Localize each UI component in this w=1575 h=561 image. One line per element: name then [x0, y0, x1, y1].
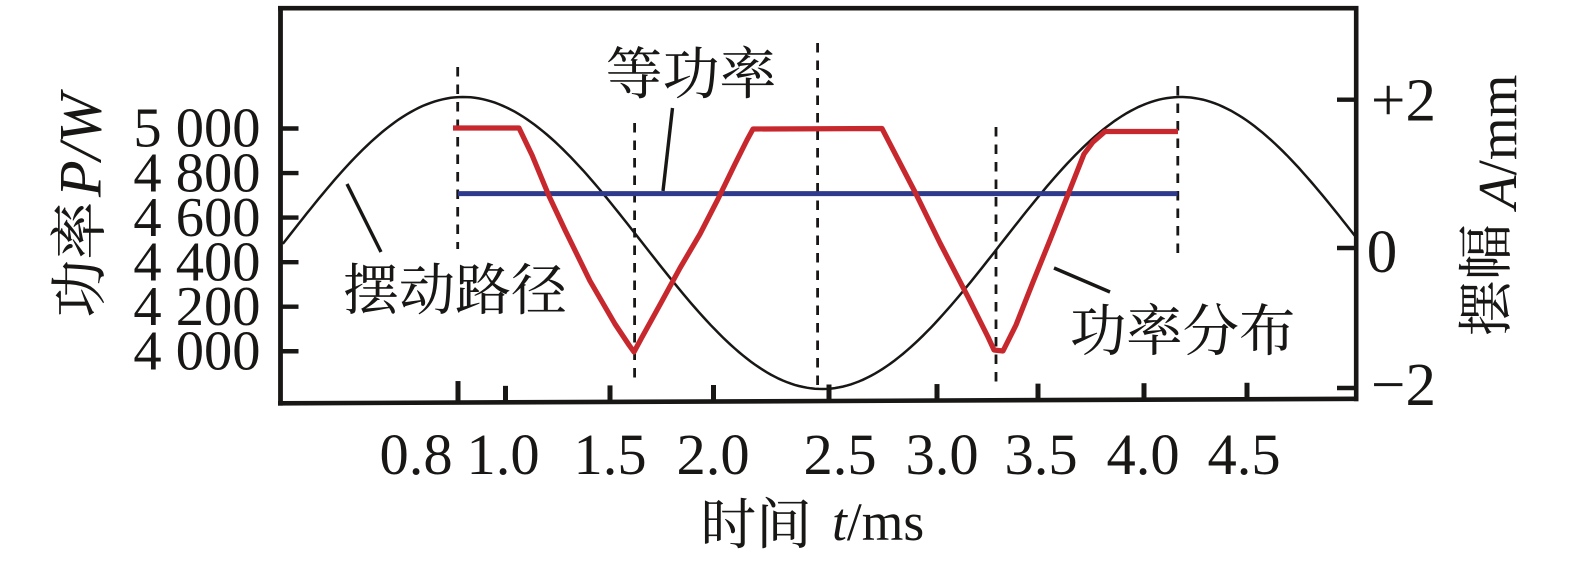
svg-text:4 600: 4 600	[133, 187, 260, 249]
svg-text:+2: +2	[1371, 68, 1436, 135]
svg-text:5 000: 5 000	[133, 98, 260, 160]
svg-text:A/mm: A/mm	[1467, 75, 1528, 213]
svg-text:3.5: 3.5	[1004, 422, 1077, 487]
svg-text:1.5: 1.5	[573, 422, 646, 487]
svg-text:−2: −2	[1371, 352, 1436, 419]
svg-text:1.0: 1.0	[466, 422, 539, 487]
svg-text:P/W: P/W	[48, 89, 114, 198]
svg-text:4 800: 4 800	[133, 142, 260, 204]
svg-text:2.5: 2.5	[803, 422, 876, 487]
svg-text:0.8: 0.8	[379, 422, 452, 487]
svg-text:t/ms: t/ms	[832, 492, 924, 552]
svg-text:4.5: 4.5	[1207, 422, 1280, 487]
svg-text:4 200: 4 200	[133, 276, 260, 338]
svg-text:0: 0	[1367, 219, 1398, 286]
svg-text:4 400: 4 400	[133, 231, 260, 293]
svg-text:3.0: 3.0	[905, 422, 978, 487]
svg-text:4.0: 4.0	[1106, 422, 1179, 487]
svg-text:2.0: 2.0	[676, 422, 749, 487]
svg-text:4 000: 4 000	[133, 320, 260, 382]
